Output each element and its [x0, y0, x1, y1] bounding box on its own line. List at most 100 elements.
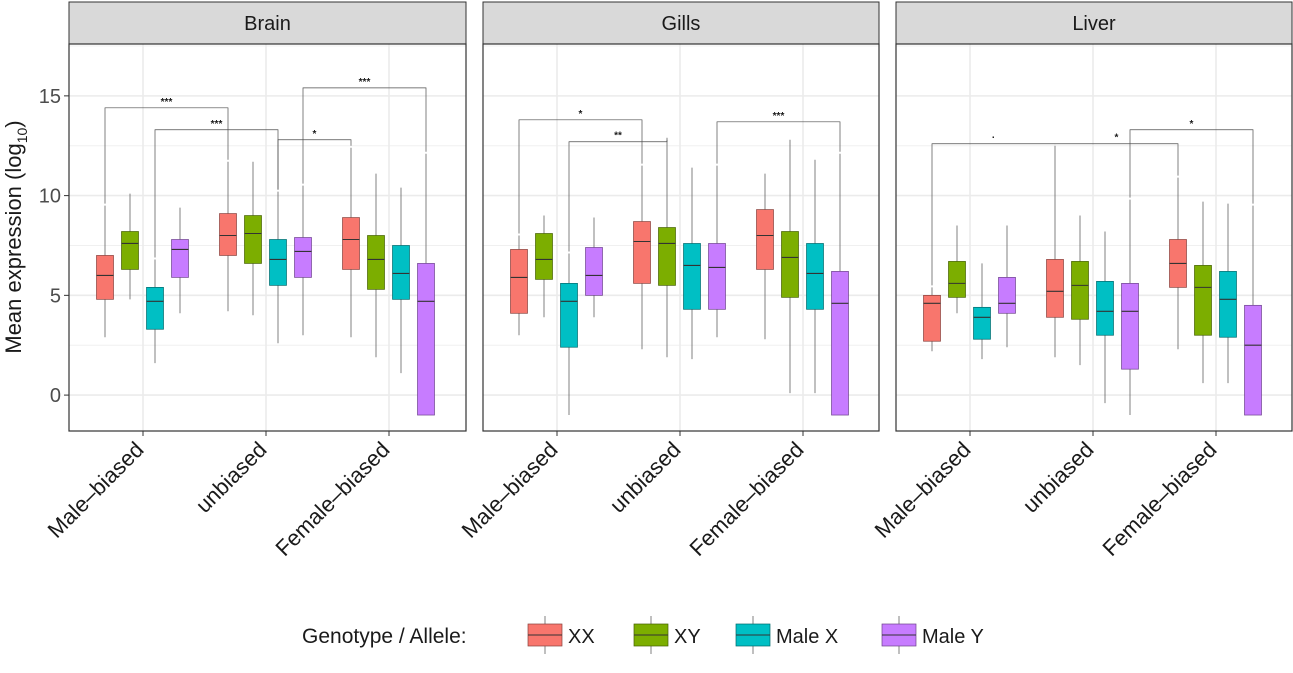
legend: Genotype / Allele: XX XY Male X Male Y	[302, 616, 984, 654]
box-body	[121, 231, 139, 270]
box-gills-1-male-x	[560, 253, 578, 416]
box-body	[923, 295, 941, 342]
significance-label: ***	[211, 119, 223, 130]
box-body	[973, 306, 991, 340]
box-body	[708, 243, 726, 310]
box-brain-2-xx	[219, 161, 237, 312]
facet-label-gills: Gills	[662, 13, 701, 35]
significance-label: **	[614, 131, 622, 142]
box-body	[1096, 281, 1114, 336]
box-body	[367, 235, 385, 290]
box-body	[244, 215, 262, 264]
box-brain-1-xx	[96, 205, 114, 338]
x-tick-label: Female–biased	[1097, 437, 1221, 561]
bracket-line	[302, 87, 427, 184]
panel-brain: Brain**********Male–biased unbiasedFemale…	[43, 1, 467, 561]
box-gills-1-xy	[535, 215, 553, 318]
x-tick-label: Male–biased	[457, 437, 563, 543]
box-body	[269, 239, 287, 286]
x-tick-label: unbiased	[605, 437, 686, 518]
bracket-line	[716, 121, 841, 164]
bracket-line	[568, 137, 668, 252]
box-body	[219, 213, 237, 256]
box-body	[510, 249, 528, 314]
box-body	[146, 287, 164, 330]
box-liver-2-xy	[1071, 215, 1089, 366]
bracket-line	[1054, 143, 1179, 176]
box-body	[831, 271, 849, 416]
box-liver-2-male-y	[1121, 199, 1139, 416]
box-brain-2-xy	[244, 161, 262, 316]
x-tick-label: Male–biased	[43, 437, 149, 543]
legend-label: Male X	[776, 626, 838, 648]
facet-label-liver: Liver	[1072, 13, 1116, 35]
y-tick-label: 0	[50, 385, 61, 407]
plot-bg-liver	[896, 44, 1292, 431]
box-body	[683, 243, 701, 310]
legend-entry-male-x: Male X	[735, 616, 838, 654]
box-gills-2-male-x	[683, 167, 701, 360]
significance-bracket: **	[568, 131, 668, 252]
box-body	[585, 247, 603, 296]
significance-bracket: ***	[104, 97, 229, 204]
box-gills-3-male-y	[831, 153, 849, 416]
box-body	[633, 221, 651, 284]
box-liver-2-male-x	[1096, 231, 1114, 404]
box-body	[294, 237, 312, 278]
significance-label: ·	[992, 133, 995, 144]
box-body	[806, 243, 824, 310]
legend-entry-xx: XX	[527, 616, 595, 654]
box-gills-2-male-y	[708, 165, 726, 338]
box-gills-1-xx	[510, 235, 528, 336]
y-tick-label: 15	[39, 86, 61, 108]
box-liver-3-xx	[1169, 177, 1187, 350]
box-body	[998, 277, 1016, 314]
significance-label: *	[313, 129, 317, 140]
box-body	[948, 261, 966, 298]
box-brain-2-male-x	[269, 191, 287, 344]
significance-bracket: ***	[716, 111, 841, 164]
box-body	[1219, 271, 1237, 338]
box-liver-2-xx	[1046, 145, 1064, 358]
strip-liver	[895, 1, 1293, 45]
bracket-line	[1129, 129, 1254, 204]
significance-label: ***	[161, 97, 173, 108]
facet-label-brain: Brain	[244, 13, 291, 35]
box-liver-3-xy	[1194, 201, 1212, 384]
strip-brain	[68, 1, 467, 45]
y-axis-label: Mean expression (log10)	[1, 120, 30, 353]
box-gills-2-xx	[633, 165, 651, 350]
panel-border-brain	[68, 43, 467, 432]
box-liver-1-xy	[948, 225, 966, 314]
box-brain-3-male-x	[392, 187, 410, 374]
box-brain-1-male-y	[171, 207, 189, 314]
box-body	[1194, 265, 1212, 336]
x-tick-label: Male–biased	[870, 437, 976, 543]
bracket-line	[104, 107, 229, 204]
box-body	[1244, 304, 1262, 416]
box-body	[535, 233, 553, 280]
box-body	[1121, 283, 1139, 370]
significance-label: ***	[359, 77, 371, 88]
significance-label: *	[1190, 119, 1194, 130]
box-brain-1-male-x	[146, 259, 164, 364]
y-tick-label: 10	[39, 186, 61, 208]
legend-entry-xy: XY	[633, 616, 701, 654]
box-body	[417, 263, 435, 416]
box-gills-3-xx	[756, 173, 774, 340]
box-body	[392, 245, 410, 300]
box-brain-3-male-y	[417, 153, 435, 416]
x-tick-label: Female–biased	[684, 437, 808, 561]
box-liver-3-male-y	[1244, 205, 1262, 416]
box-liver-1-xx	[923, 287, 941, 352]
panel-gills: Gills******Male–biased unbiasedFemale–bia…	[457, 1, 880, 561]
bracket-line	[277, 139, 352, 190]
y-axis: 0 5 10 15 Mean expression (log10)	[1, 86, 69, 407]
legend-label: Male Y	[922, 626, 984, 648]
box-body	[658, 227, 676, 286]
box-body	[171, 239, 189, 278]
significance-label: *	[579, 109, 583, 120]
legend-entry-male-y: Male Y	[881, 616, 984, 654]
